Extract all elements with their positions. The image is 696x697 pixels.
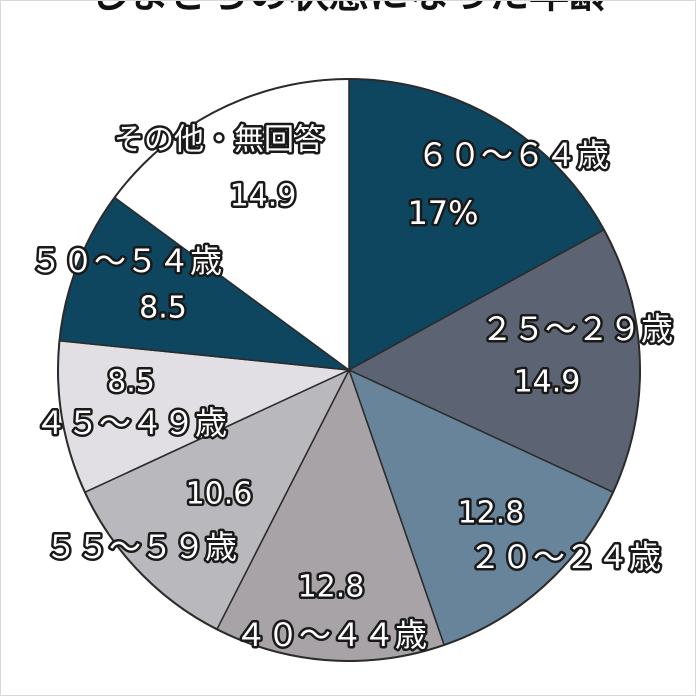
slice-name-label: ５５～５９歳 <box>45 528 237 566</box>
slice-name-label: ２０～２４歳 <box>469 538 661 576</box>
slice-value-label: 8.5 <box>107 365 155 400</box>
slice-name-label: ６０～６４歳 <box>417 136 609 174</box>
slice-name-label: その他・無回答 <box>114 123 324 158</box>
slice-name-label: ２５～２９歳 <box>481 310 673 348</box>
slice-value-label: 17% <box>407 194 478 232</box>
slice-name-label: ５０～５４歳 <box>30 242 222 280</box>
slice-value-label: 10.6 <box>186 477 253 512</box>
slice-name-label: ４０～４４歳 <box>235 616 427 654</box>
chart-title: しまさらの状態になった年齢 <box>89 1 609 17</box>
slice-value-label: 14.9 <box>514 365 581 400</box>
slice-value-label: 8.5 <box>139 291 187 326</box>
slice-value-label: 12.8 <box>298 570 365 605</box>
slice-name-label: ４５～４９歳 <box>35 404 227 442</box>
slice-value-label: 12.8 <box>458 496 525 531</box>
slice-value-label: 14.9 <box>230 179 297 214</box>
pie-outline <box>57 78 641 662</box>
